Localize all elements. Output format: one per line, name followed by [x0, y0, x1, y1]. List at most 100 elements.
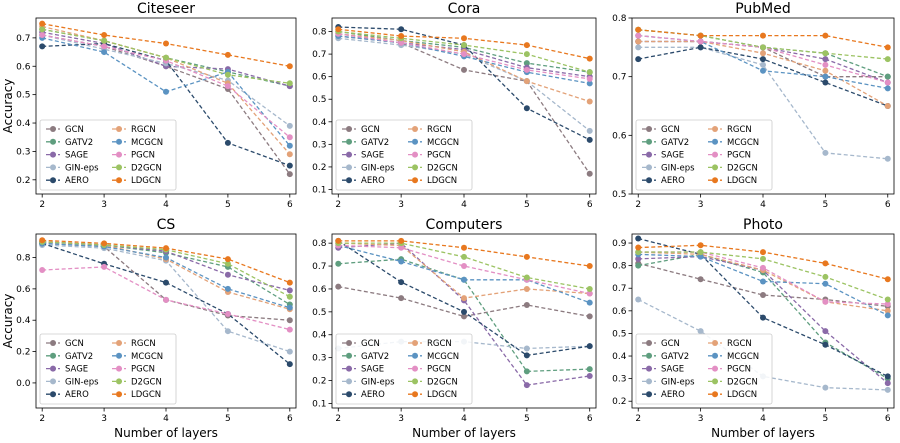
photo-legend-label: MCGCN	[727, 352, 759, 362]
photo-legend-label: GIN-eps	[661, 377, 695, 387]
cs-point-ldgcn	[101, 240, 108, 247]
pubmed-x-tick-label: 5	[823, 200, 829, 210]
pubmed-legend-marker	[646, 138, 652, 145]
cs-point-pgcn	[163, 296, 169, 303]
photo-x-tick-label: 6	[885, 414, 891, 424]
cs-point-pgcn	[101, 263, 108, 270]
panel-cs: CS 2 3 4 5 6 0.0 0.2 0.4 0.6 0.8 GCN GATV2 SAGE GIN-ep…	[1, 217, 297, 440]
pubmed-legend-label: GIN-eps	[661, 163, 695, 173]
computers-point-sage	[586, 372, 593, 379]
computers-legend-label: GIN-eps	[361, 377, 395, 387]
photo-series-d2gcn	[635, 249, 891, 303]
cs-legend: GCN GATV2 SAGE GIN-eps AERO RGCN MCGCN PGCN D2GC…	[39, 333, 177, 405]
citeseer-legend-marker	[116, 138, 122, 145]
citeseer-point-d2gcn	[224, 71, 231, 78]
photo-x-tick-label: 4	[760, 414, 766, 424]
computers-legend-marker	[346, 340, 352, 346]
photo-legend-marker	[712, 340, 718, 346]
citeseer-line-rgcn	[42, 25, 291, 155]
pubmed-point-mcgcn	[884, 85, 891, 92]
photo-x-tick-label: 5	[823, 414, 829, 424]
photo-point-sage	[635, 255, 642, 262]
photo-point-ldgcn	[822, 260, 829, 267]
cs-point-mcgcn	[224, 285, 231, 292]
cora-y-tick-label: 0.4	[312, 118, 327, 128]
computers-point-gcn	[398, 295, 405, 302]
computers-point-gin-eps	[523, 345, 530, 352]
cs-legend-marker	[50, 352, 56, 359]
computers-legend-label: RGCN	[427, 339, 452, 349]
cs-point-d2gcn	[224, 260, 231, 267]
computers-legend-label: PGCN	[427, 365, 451, 375]
cs-point-pgcn	[224, 310, 231, 317]
computers-point-d2gcn	[586, 285, 593, 292]
computers-y-tick-label: 0.4	[312, 331, 327, 341]
pubmed-point-gin-eps	[822, 149, 829, 156]
photo-legend-label: LDGCN	[727, 390, 757, 400]
photo-x-tick-label: 3	[698, 414, 704, 424]
photo-point-mcgcn	[884, 312, 891, 319]
citeseer-legend: GCN GATV2 SAGE GIN-eps AERO RGCN MCGCN PGCN D2GC…	[39, 119, 177, 191]
pubmed-point-gin-eps	[760, 61, 766, 68]
cs-point-gcn	[286, 317, 293, 324]
pubmed-point-ldgcn	[760, 32, 766, 39]
photo-legend-marker	[712, 352, 718, 359]
photo-line-mcgcn	[638, 253, 889, 316]
computers-point-rgcn	[461, 295, 467, 302]
pubmed-legend-marker	[712, 126, 718, 132]
citeseer-point-pgcn	[101, 43, 108, 50]
computers-line-gcn	[338, 286, 590, 318]
cs-legend-label: AERO	[65, 390, 89, 400]
photo-point-aero	[822, 341, 829, 348]
citeseer-point-rgcn	[286, 151, 293, 158]
photo-point-d2gcn	[760, 255, 766, 262]
cs-legend-label: SAGE	[65, 365, 88, 375]
photo-point-pgcn	[822, 298, 829, 305]
citeseer-legend-marker	[50, 138, 56, 145]
citeseer-y-axis-label: Accuracy	[1, 79, 15, 134]
cs-point-gin-eps	[286, 348, 293, 355]
computers-legend-marker	[412, 340, 418, 346]
computers-point-d2gcn	[461, 253, 467, 260]
cs-y-tick-label: 0.0	[16, 379, 31, 389]
pubmed-point-d2gcn	[822, 50, 829, 57]
cora-y-tick-label: 0.2	[312, 163, 326, 173]
computers-point-ldgcn	[523, 253, 530, 260]
computers-point-gatv2	[335, 260, 342, 267]
pubmed-legend-marker	[712, 151, 718, 158]
cora-point-aero	[398, 26, 405, 33]
computers-point-gcn	[523, 301, 530, 308]
cora-legend-label: SAGE	[361, 151, 384, 161]
computers-x-tick-label: 4	[461, 414, 467, 424]
pubmed-y-tick-label: 0.5	[612, 190, 626, 200]
computers-y-tick-label: 0.7	[312, 262, 326, 272]
cora-point-ldgcn	[523, 42, 530, 49]
photo-point-aero	[884, 373, 891, 380]
computers-point-pgcn	[586, 290, 593, 297]
cs-legend-label: GCN	[65, 339, 84, 349]
cora-point-pgcn	[461, 51, 467, 58]
cs-legend-marker	[116, 391, 122, 398]
cora-point-d2gcn	[461, 42, 467, 49]
photo-y-tick-label: 0.3	[612, 375, 626, 385]
pubmed-point-aero	[635, 56, 642, 63]
cs-y-tick-label: 0.2	[16, 348, 30, 358]
citeseer-legend-marker	[116, 151, 122, 158]
citeseer-point-d2gcn	[101, 37, 108, 44]
pubmed-point-ldgcn	[635, 26, 642, 33]
photo-legend-label: RGCN	[727, 339, 752, 349]
pubmed-point-ldgcn	[822, 32, 829, 39]
computers-series-gcn	[335, 283, 593, 320]
pubmed-legend-label: AERO	[661, 176, 685, 186]
cs-legend-label: GATV2	[65, 352, 93, 362]
cora-point-d2gcn	[586, 69, 593, 76]
pubmed-series-ldgcn	[635, 26, 891, 51]
pubmed-x-tick-label: 2	[635, 200, 641, 210]
citeseer-point-d2gcn	[163, 54, 169, 61]
citeseer-point-pgcn	[39, 32, 46, 39]
cora-y-tick-label: 0.6	[312, 73, 327, 83]
computers-y-tick-label: 0.1	[312, 399, 326, 409]
computers-line-gatv2	[338, 258, 590, 373]
computers-y-tick-label: 0.3	[312, 354, 326, 364]
photo-point-aero	[760, 314, 766, 321]
